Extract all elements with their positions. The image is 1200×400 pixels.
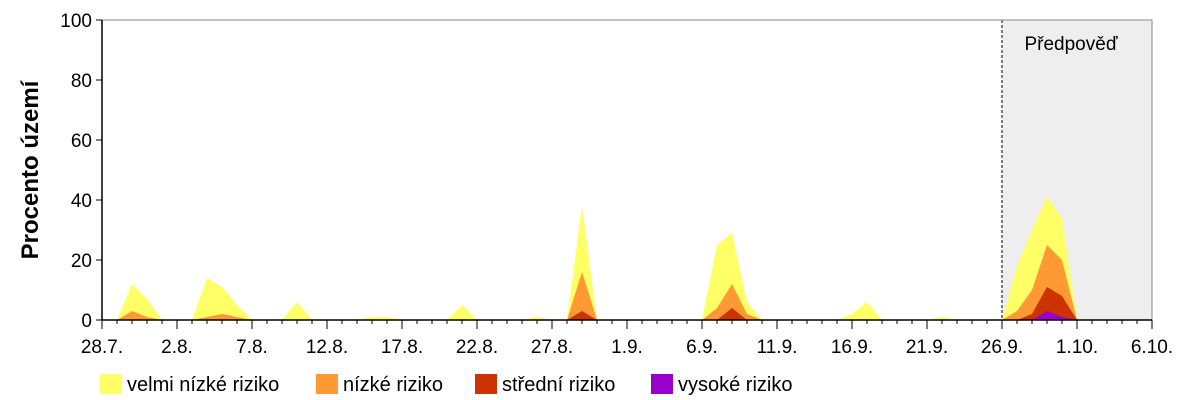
series-area-2 [102, 245, 1152, 320]
series-areas [102, 197, 1152, 320]
legend-label: nízké riziko [343, 374, 443, 396]
y-tick-label: 60 [71, 131, 92, 152]
x-tick-label: 22.8. [456, 337, 498, 358]
series-area-3 [102, 287, 1152, 320]
y-tick-label: 80 [71, 71, 92, 92]
y-tick-label: 40 [71, 191, 92, 212]
x-tick-label: 12.8. [306, 337, 348, 358]
y-axis: 0 20 40 60 80 100 [60, 11, 103, 332]
legend-swatch [100, 374, 122, 394]
x-tick-label: 28.7. [81, 337, 123, 358]
x-tick-label: 27.8. [531, 337, 573, 358]
forecast-label: Předpověď [1024, 34, 1117, 55]
legend-swatch [651, 374, 673, 394]
series-area-1 [102, 197, 1152, 320]
legend-label: velmi nízké riziko [127, 374, 279, 396]
legend-swatch [475, 374, 497, 394]
x-tick-label: 16.9. [831, 337, 873, 358]
x-tick-label: 1.9. [611, 337, 643, 358]
x-axis: 28.7. 2.8. 7.8. 12.8. 17.8. 22.8. 27.8. 1.9. 6.9… [81, 319, 1173, 358]
legend-swatch [316, 374, 338, 394]
x-tick-label: 11.9. [757, 337, 798, 358]
y-tick-label: 100 [60, 11, 92, 32]
y-tick-label: 0 [81, 311, 92, 332]
x-tick-label: 2.8. [161, 337, 193, 358]
x-tick-label: 1.10. [1056, 337, 1098, 358]
legend-label: střední riziko [502, 374, 615, 396]
legend-label: vysoké riziko [678, 374, 792, 396]
series-area-4 [102, 311, 1152, 320]
plot-frame [101, 19, 1153, 321]
y-axis-title: Procento území [17, 79, 44, 259]
x-tick-label: 21.9. [906, 337, 948, 358]
x-tick-label: 6.10. [1131, 337, 1173, 358]
x-tick-label: 17.8. [381, 337, 423, 358]
x-tick-label: 26.9. [981, 337, 1023, 358]
x-tick-label: 6.9. [686, 337, 718, 358]
y-tick-label: 20 [71, 251, 92, 272]
x-tick-label: 7.8. [236, 337, 268, 358]
legend: velmi nízké riziko nízké riziko střední ri… [100, 374, 792, 396]
